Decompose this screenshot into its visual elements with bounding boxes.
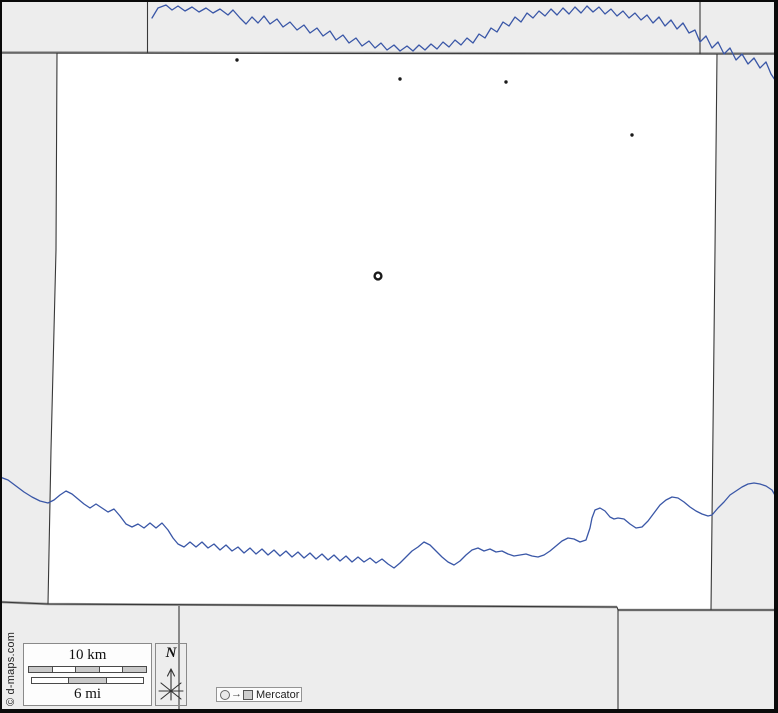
town-marker [630,133,634,137]
scale-box: 10 km 6 mi [23,643,152,706]
north-label: N [165,645,177,661]
river-south [0,476,778,569]
scale-mi-label: 6 mi [73,685,102,702]
scale-bar-segment [105,677,143,683]
projection-label: Mercator [256,688,300,701]
projection-legend: → Mercator [216,687,302,702]
scale-bar-segment [98,666,122,672]
scale-bar-segment [32,677,69,683]
town-marker [504,80,508,84]
square-icon [243,689,253,700]
county-shape [48,53,717,610]
copyright-text: © d-maps.com [5,631,17,706]
town-marker [235,58,239,62]
scale-bar-segment [68,677,106,683]
scale-km-label: 10 km [68,646,107,663]
rivers [0,4,778,569]
north-box: N [155,643,187,706]
scale-bar-segment [51,666,75,672]
circle-icon [220,689,230,700]
river-north [151,4,776,81]
scale-bar-segment [29,666,52,672]
scale-bar-km [28,665,147,673]
town-marker [398,77,402,81]
town-markers [235,58,634,137]
north-arrow-icon [158,668,184,701]
scale-bar-mi [31,676,144,684]
county-seat-marker [373,271,383,281]
scale-bar-segment [75,666,99,672]
arrow-right-icon: → [231,688,242,700]
scale-bar-segment [122,666,146,672]
